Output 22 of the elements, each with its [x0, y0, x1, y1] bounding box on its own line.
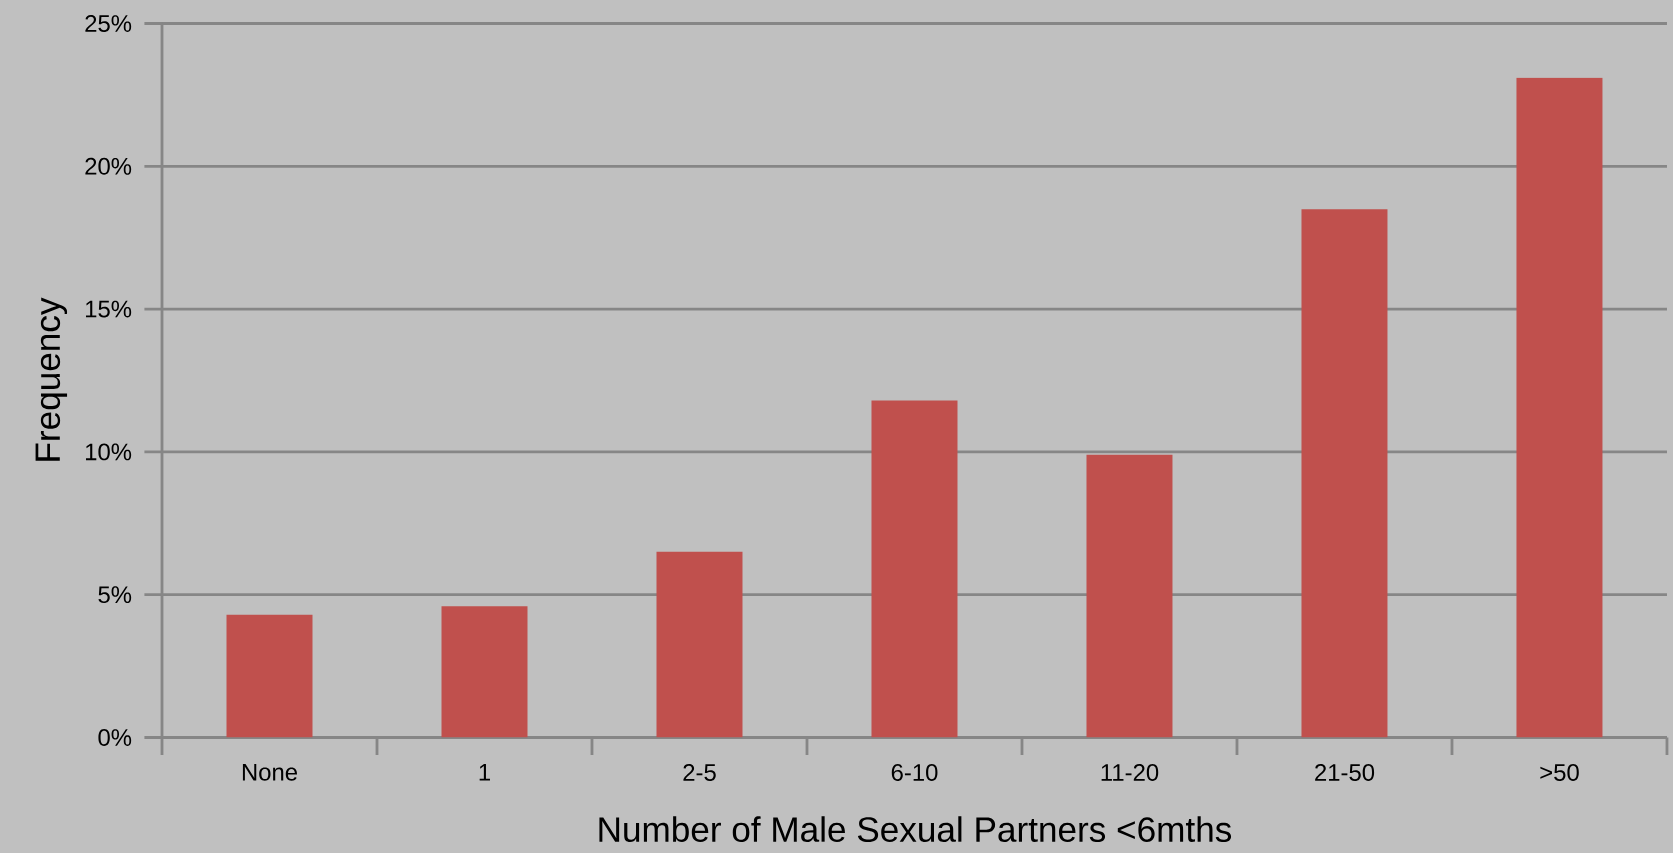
x-tick-label: None: [242, 763, 298, 781]
x-tick-label: 1: [479, 763, 490, 781]
y-tick-label: 25%: [85, 15, 132, 32]
y-tick-label: 20%: [85, 157, 132, 175]
y-tick-label: 5%: [98, 586, 132, 604]
y-tick-label: 15%: [86, 300, 132, 318]
bar: [656, 551, 743, 738]
bar: [226, 614, 313, 738]
y-tick-label: 10%: [86, 443, 132, 461]
x-tick-label: 2-5: [683, 763, 716, 781]
bar: [441, 606, 528, 738]
x-tick-label: 21-50: [1315, 763, 1375, 781]
bar: [1301, 209, 1388, 738]
x-tick-label: 11-20: [1101, 763, 1159, 781]
bar: [871, 400, 958, 738]
x-tick-label: 6-10: [891, 763, 938, 781]
y-tick-label: 0%: [98, 729, 132, 746]
y-axis-title: Frequency: [35, 297, 68, 461]
x-tick-label: >50: [1540, 763, 1579, 781]
x-axis-title: Number of Male Sexual Partners <6mths: [599, 816, 1232, 843]
bar: [1086, 454, 1173, 738]
bar: [1516, 77, 1603, 738]
